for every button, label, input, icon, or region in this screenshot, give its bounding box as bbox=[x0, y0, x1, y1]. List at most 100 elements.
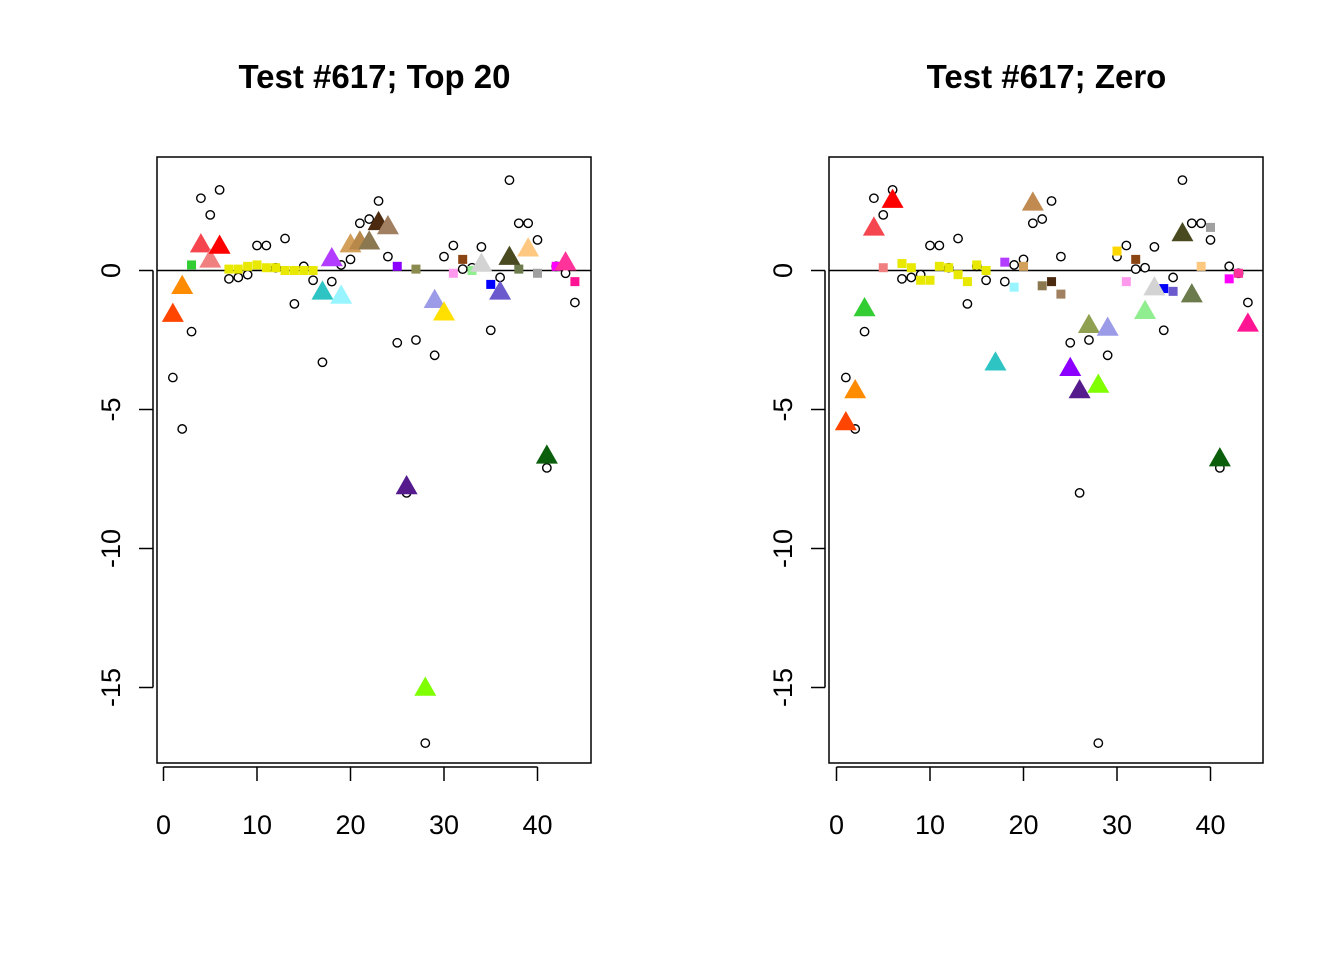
data-point-circle bbox=[364, 214, 375, 224]
data-point-circle bbox=[953, 233, 963, 244]
x-tick-label: 10 bbox=[915, 810, 945, 840]
data-point-square bbox=[1121, 277, 1131, 287]
data-point-circle bbox=[345, 254, 356, 265]
data-point-circle bbox=[934, 240, 945, 251]
data-point-square bbox=[916, 275, 926, 285]
data-point-square bbox=[411, 264, 421, 274]
data-point-square bbox=[981, 266, 991, 275]
data-point-square bbox=[243, 261, 253, 271]
y-tick-label: -15 bbox=[768, 668, 798, 707]
data-point-square bbox=[906, 263, 916, 273]
data-point-square bbox=[972, 260, 982, 270]
data-point-square bbox=[280, 266, 290, 275]
data-point-circle bbox=[289, 298, 300, 309]
data-point-triangle bbox=[517, 237, 540, 257]
x-tick-label: 30 bbox=[429, 810, 459, 840]
data-point-circle bbox=[999, 276, 1010, 287]
data-point-circle bbox=[1168, 272, 1179, 283]
data-point-circle bbox=[317, 357, 328, 368]
data-point-triangle bbox=[330, 284, 353, 304]
data-point-square bbox=[878, 263, 888, 273]
data-point-square bbox=[271, 263, 281, 273]
data-point-triangle bbox=[881, 188, 904, 208]
plot-frame bbox=[156, 156, 592, 764]
data-point-triangle bbox=[844, 379, 867, 399]
data-point-circle bbox=[504, 175, 515, 186]
data-point-circle bbox=[962, 298, 973, 309]
x-tick-label: 20 bbox=[335, 810, 365, 840]
data-point-triangle bbox=[498, 245, 521, 265]
chart-title-zero: Test #617; Zero bbox=[926, 58, 1167, 95]
data-point-triangle bbox=[535, 444, 558, 464]
data-point-triangle bbox=[1096, 316, 1119, 336]
data-point-circle bbox=[1065, 337, 1076, 348]
y-tick-label: -10 bbox=[768, 529, 798, 568]
data-point-triangle bbox=[1134, 299, 1157, 320]
data-point-triangle bbox=[1208, 447, 1231, 467]
data-point-square bbox=[1168, 286, 1178, 296]
data-point-square bbox=[1009, 282, 1019, 292]
data-point-triangle bbox=[311, 280, 334, 300]
data-point-triangle bbox=[862, 216, 885, 236]
data-point-circle bbox=[1177, 175, 1188, 186]
data-point-circle bbox=[308, 275, 318, 286]
data-point-triangle bbox=[171, 274, 194, 295]
data-point-circle bbox=[840, 372, 851, 383]
y-tick-label: -5 bbox=[768, 397, 798, 421]
data-point-circle bbox=[167, 372, 178, 383]
data-point-square bbox=[934, 261, 944, 271]
data-point-triangle bbox=[1180, 283, 1203, 303]
x-tick-label: 0 bbox=[156, 810, 171, 840]
data-point-triangle bbox=[199, 248, 222, 268]
data-point-square bbox=[570, 277, 580, 287]
data-point-triangle bbox=[376, 215, 399, 235]
data-point-circle bbox=[411, 335, 421, 345]
data-point-circle bbox=[1130, 264, 1141, 275]
data-point-square bbox=[308, 266, 318, 275]
data-point-square bbox=[514, 264, 524, 274]
data-point-square bbox=[448, 268, 458, 278]
x-tick-label: 20 bbox=[1008, 810, 1038, 840]
data-point-triangle bbox=[1077, 313, 1100, 333]
data-point-circle bbox=[205, 209, 216, 220]
data-point-circle bbox=[448, 240, 459, 251]
x-tick-label: 40 bbox=[522, 810, 552, 840]
data-point-square bbox=[458, 254, 468, 264]
data-point-circle bbox=[1224, 261, 1235, 272]
data-point-square bbox=[299, 266, 309, 275]
data-point-circle bbox=[1196, 218, 1207, 229]
data-point-circle bbox=[457, 264, 468, 275]
data-point-circle bbox=[280, 233, 290, 244]
data-point-triangle bbox=[423, 288, 446, 308]
data-point-square bbox=[289, 266, 299, 275]
data-point-circle bbox=[214, 184, 225, 195]
data-point-square bbox=[1159, 284, 1169, 294]
data-point-circle bbox=[1037, 214, 1048, 224]
data-point-circle bbox=[1140, 262, 1150, 273]
data-point-circle bbox=[1121, 240, 1132, 251]
plot-frame bbox=[828, 156, 1264, 764]
data-point-circle bbox=[1205, 235, 1216, 245]
data-point-circle bbox=[1027, 218, 1038, 229]
data-point-square bbox=[1196, 261, 1206, 271]
data-point-square bbox=[1206, 222, 1215, 232]
data-point-circle bbox=[1093, 738, 1104, 748]
data-point-triangle bbox=[1021, 191, 1044, 211]
data-point-circle bbox=[1158, 325, 1169, 336]
data-point-square bbox=[486, 279, 496, 289]
y-tick-label: -15 bbox=[96, 668, 126, 707]
data-point-circle bbox=[869, 193, 879, 204]
data-point-triangle bbox=[1143, 276, 1166, 296]
data-point-circle bbox=[981, 275, 991, 286]
data-point-triangle bbox=[470, 252, 493, 272]
data-point-circle bbox=[476, 241, 487, 252]
data-point-square bbox=[1000, 257, 1010, 267]
y-tick-label: 0 bbox=[768, 263, 798, 278]
data-point-square bbox=[1131, 254, 1141, 264]
x-tick-label: 30 bbox=[1102, 810, 1132, 840]
data-point-circle bbox=[925, 240, 935, 251]
data-point-square bbox=[1056, 289, 1066, 299]
data-point-triangle bbox=[1171, 221, 1194, 242]
data-point-circle bbox=[1149, 241, 1160, 252]
